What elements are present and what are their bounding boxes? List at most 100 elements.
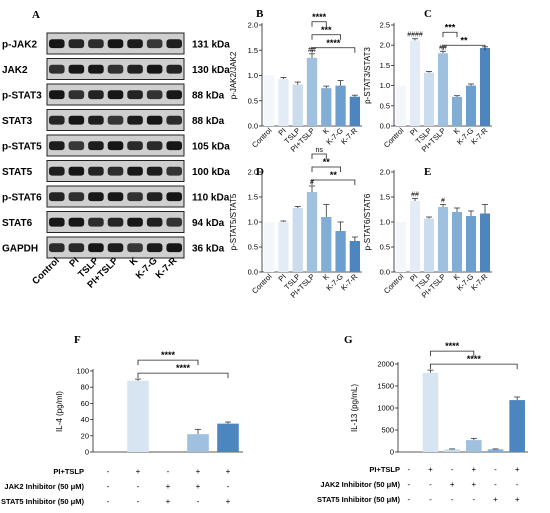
y-tick-label: 0.0 [380,122,390,131]
condition-sign: + [226,497,231,506]
blot-kda-label: 131 kDa [192,40,230,51]
significance-bracket [311,34,341,40]
blot-row-label: p-STAT6 [2,193,42,204]
blot-band [107,90,124,100]
blot-band [127,243,143,253]
significance-bracket [311,153,327,159]
condition-label: JAK2 Inhibitor (50 μM) [4,482,84,491]
x-tick-label: PI [276,126,287,137]
blot-band [127,141,143,151]
significance-label: **** [467,354,482,364]
condition-sign: - [429,480,432,489]
significance-bracket [311,47,356,53]
blot-lane-label: K-7-G [134,255,160,281]
blot-band [166,64,182,74]
y-tick-label: 0.5 [380,101,390,110]
y-tick-label: 2.0 [380,41,390,50]
blot-band [146,192,163,202]
significance-label: ns [315,147,323,154]
bar [395,222,407,272]
y-axis-label: p-STAT5/STAT5 [229,193,238,250]
blot-row-label: p-JAK2 [2,40,37,51]
y-tick-label: 1500 [377,382,394,391]
blot-band [88,64,104,74]
hash-label: # [441,198,445,205]
blot-band [107,141,124,151]
blot-band [88,192,104,202]
y-tick-label: 1.0 [380,218,390,227]
bar [509,400,525,452]
blot-band [49,115,65,125]
bar [437,207,449,272]
blot-band [166,166,182,176]
y-tick-label: 2.0 [380,168,390,177]
bar [278,222,289,272]
bar [292,208,303,272]
bar [321,88,332,126]
condition-sign: - [407,495,410,504]
y-tick-label: 100 [76,367,89,376]
blot-row-label: GAPDH [2,244,38,255]
bar [395,85,407,126]
bar [127,380,149,452]
blot-band [68,243,85,253]
blot-band [146,115,163,125]
blot-band [127,64,143,74]
blot-kda-label: 36 kDa [192,244,225,255]
condition-sign: + [428,465,433,474]
bar [321,217,332,272]
bar [187,434,209,452]
blot-band [68,115,85,125]
blot-lane-label: K-7-R [154,255,180,281]
condition-sign: + [515,495,520,504]
significance-bracket [137,372,229,379]
condition-label: PI+TSLP [369,465,400,474]
blot-band [107,243,124,253]
y-tick-label: 1.5 [380,193,390,202]
condition-sign: - [451,495,454,504]
blot-band [146,64,163,74]
significance-label: **** [176,363,191,373]
blot-band [146,141,163,151]
y-tick-label: 40 [81,415,89,424]
bar [422,372,439,452]
significance-label: *** [321,25,332,35]
bar [479,48,491,126]
blot-kda-label: 100 kDa [192,167,230,178]
blot-band [146,243,163,253]
condition-sign: - [107,497,110,506]
panel-letter-b: B [256,8,264,20]
blot-band [68,166,85,176]
x-tick-label: K-7-R [339,272,360,293]
blot-band [107,217,124,227]
blot-band [68,64,85,74]
condition-sign: - [472,495,475,504]
chart-panel-f: F 0 20 40 60 80 100 IL-4 (pg/ml) PI+TSLP - + - + + JAK… [1,334,243,506]
condition-sign: - [407,480,410,489]
bar [451,212,463,272]
significance-label: ** [330,170,338,180]
y-tick-label: 1.0 [248,71,258,80]
significance-bracket [137,359,199,366]
blot-band [127,166,143,176]
condition-sign: + [136,467,141,476]
blot-kda-label: 105 kDa [192,142,230,153]
significance-bracket [430,350,475,357]
bar [264,75,275,126]
y-tick-label: 0.0 [248,122,258,131]
y-tick-label: 1.0 [380,81,390,90]
significance-label: **** [312,12,327,22]
y-tick-label: 0.5 [248,243,258,252]
panel-letter-e: E [424,166,431,178]
x-tick-label: K [321,272,331,282]
blot-band [107,115,124,125]
condition-sign: + [166,482,171,491]
condition-sign: + [493,495,498,504]
blot-band [68,39,85,49]
condition-sign: - [137,497,140,506]
y-tick-label: 2.5 [380,21,390,30]
condition-sign: - [107,482,110,491]
y-axis-label: p-STAT6/STAT6 [363,193,372,250]
condition-sign: - [451,465,454,474]
